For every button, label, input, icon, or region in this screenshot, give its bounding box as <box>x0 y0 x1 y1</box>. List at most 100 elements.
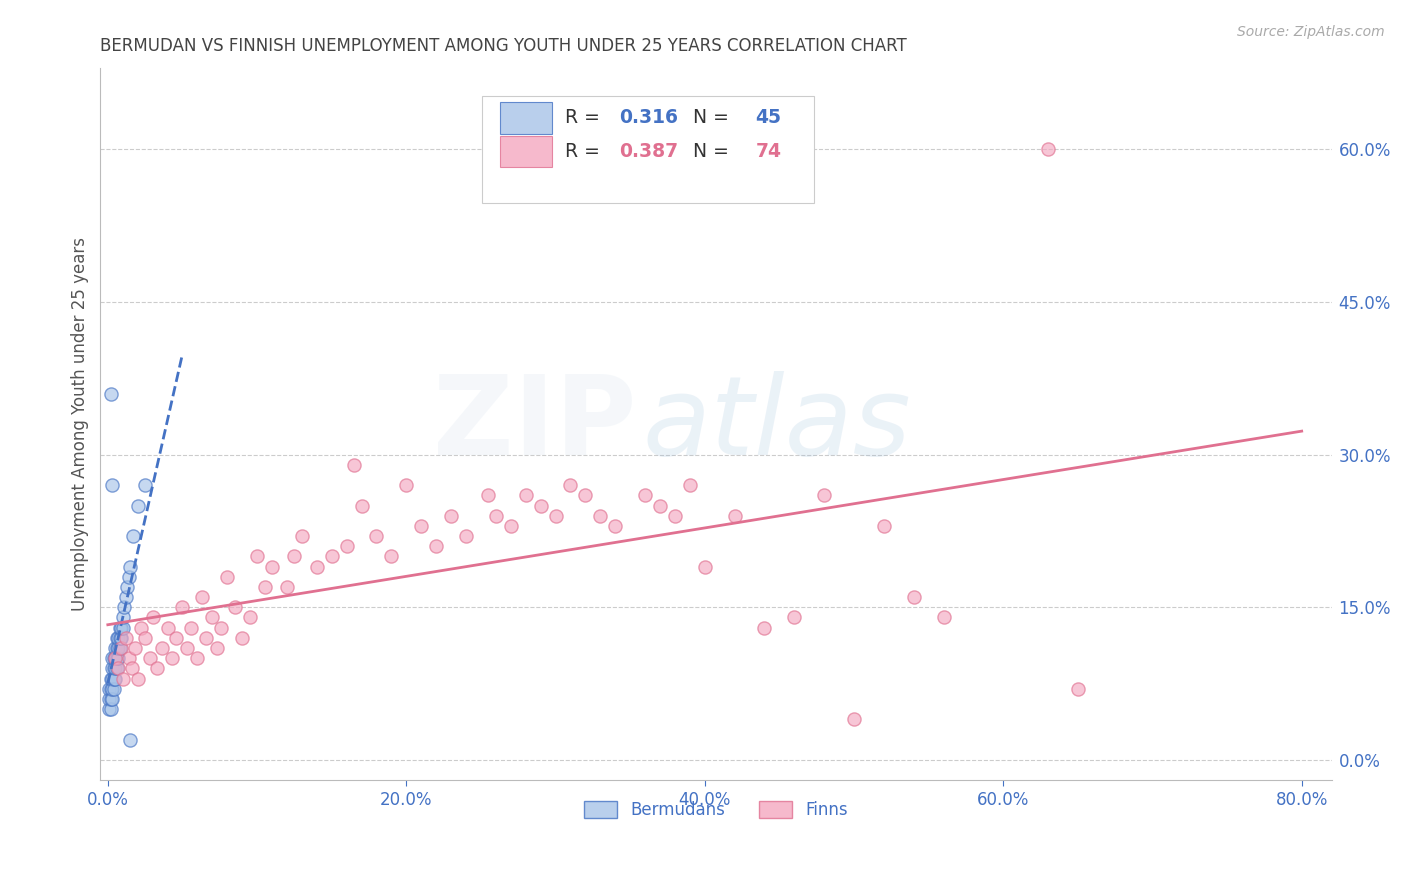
Point <box>110 640 132 655</box>
Point <box>693 559 716 574</box>
Point <box>813 488 835 502</box>
Point <box>105 661 128 675</box>
Point <box>253 580 276 594</box>
Point <box>395 478 418 492</box>
Point <box>108 640 131 655</box>
Point <box>101 672 124 686</box>
Point <box>343 458 366 472</box>
Point <box>120 732 142 747</box>
Point <box>366 529 388 543</box>
Point <box>783 610 806 624</box>
Point <box>104 640 127 655</box>
Point <box>425 539 447 553</box>
Point <box>634 488 657 502</box>
Point <box>176 640 198 655</box>
Point <box>605 519 627 533</box>
Point <box>127 499 149 513</box>
Point <box>101 661 124 675</box>
Point <box>224 600 246 615</box>
Text: R =: R = <box>565 142 606 161</box>
Point <box>118 651 141 665</box>
Text: R =: R = <box>565 108 606 128</box>
Text: N =: N = <box>682 142 735 161</box>
Point <box>100 692 122 706</box>
Point <box>118 570 141 584</box>
Point <box>499 519 522 533</box>
Text: Source: ZipAtlas.com: Source: ZipAtlas.com <box>1237 25 1385 39</box>
Point <box>723 508 745 523</box>
Text: atlas: atlas <box>643 371 911 477</box>
Point <box>103 651 125 665</box>
Point <box>103 672 125 686</box>
Point <box>191 590 214 604</box>
FancyBboxPatch shape <box>501 103 553 134</box>
Point <box>105 651 128 665</box>
Point <box>107 640 129 655</box>
Point <box>98 702 121 716</box>
Point <box>104 651 127 665</box>
Point <box>111 610 134 624</box>
Point <box>124 640 146 655</box>
Point <box>100 702 122 716</box>
Point <box>146 661 169 675</box>
Point <box>101 681 124 696</box>
Point <box>1036 142 1059 156</box>
Point <box>664 508 686 523</box>
Point <box>104 651 127 665</box>
Point <box>111 621 134 635</box>
Point <box>1067 681 1090 696</box>
Point <box>98 681 121 696</box>
Point <box>842 712 865 726</box>
Point <box>754 621 776 635</box>
Point <box>114 631 136 645</box>
Point <box>142 610 165 624</box>
Text: ZIP: ZIP <box>433 371 636 477</box>
Point <box>105 640 128 655</box>
Point <box>195 631 218 645</box>
Point <box>350 499 373 513</box>
Legend: Bermudans, Finns: Bermudans, Finns <box>578 794 855 825</box>
Point <box>477 488 499 502</box>
Point <box>454 529 477 543</box>
Point <box>291 529 314 543</box>
Point <box>217 570 239 584</box>
Point <box>589 508 612 523</box>
Point <box>205 640 228 655</box>
Point <box>103 681 125 696</box>
Point <box>150 640 173 655</box>
Point <box>160 651 183 665</box>
Point <box>166 631 188 645</box>
Point <box>903 590 925 604</box>
Point <box>103 661 125 675</box>
Point <box>101 478 124 492</box>
Point <box>440 508 463 523</box>
Point <box>239 610 262 624</box>
Point <box>679 478 702 492</box>
Point <box>134 631 156 645</box>
Point <box>485 508 508 523</box>
Point <box>111 672 134 686</box>
Point <box>380 549 402 564</box>
Point <box>180 621 202 635</box>
Point <box>305 559 328 574</box>
Point <box>120 559 142 574</box>
Point <box>134 478 156 492</box>
Point <box>932 610 955 624</box>
Point <box>201 610 224 624</box>
Point <box>560 478 582 492</box>
Point <box>873 519 896 533</box>
Point <box>115 580 138 594</box>
Point <box>156 621 179 635</box>
Point <box>138 651 160 665</box>
Point <box>110 621 132 635</box>
Text: BERMUDAN VS FINNISH UNEMPLOYMENT AMONG YOUTH UNDER 25 YEARS CORRELATION CHART: BERMUDAN VS FINNISH UNEMPLOYMENT AMONG Y… <box>100 37 907 55</box>
Point <box>104 661 127 675</box>
Text: 0.387: 0.387 <box>619 142 678 161</box>
Point <box>574 488 596 502</box>
Point <box>100 672 122 686</box>
Point <box>112 600 135 615</box>
Point <box>544 508 567 523</box>
Text: 74: 74 <box>755 142 782 161</box>
Text: 45: 45 <box>755 108 782 128</box>
Point <box>105 631 128 645</box>
